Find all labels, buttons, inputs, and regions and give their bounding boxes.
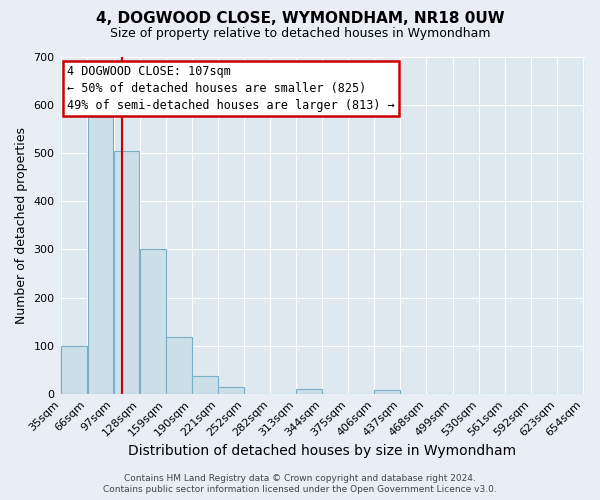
Y-axis label: Number of detached properties: Number of detached properties — [15, 127, 28, 324]
Bar — [166, 337, 192, 394]
Bar — [192, 376, 218, 394]
Bar — [88, 117, 113, 394]
Text: Contains HM Land Registry data © Crown copyright and database right 2024.
Contai: Contains HM Land Registry data © Crown c… — [103, 474, 497, 494]
Text: 4 DOGWOOD CLOSE: 107sqm
← 50% of detached houses are smaller (825)
49% of semi-d: 4 DOGWOOD CLOSE: 107sqm ← 50% of detache… — [67, 65, 395, 112]
Bar — [296, 390, 322, 394]
Bar — [374, 390, 400, 394]
X-axis label: Distribution of detached houses by size in Wymondham: Distribution of detached houses by size … — [128, 444, 517, 458]
Text: 4, DOGWOOD CLOSE, WYMONDHAM, NR18 0UW: 4, DOGWOOD CLOSE, WYMONDHAM, NR18 0UW — [95, 11, 505, 26]
Text: Size of property relative to detached houses in Wymondham: Size of property relative to detached ho… — [110, 28, 490, 40]
Bar — [114, 150, 139, 394]
Bar — [140, 250, 166, 394]
Bar — [61, 346, 87, 394]
Bar — [218, 387, 244, 394]
